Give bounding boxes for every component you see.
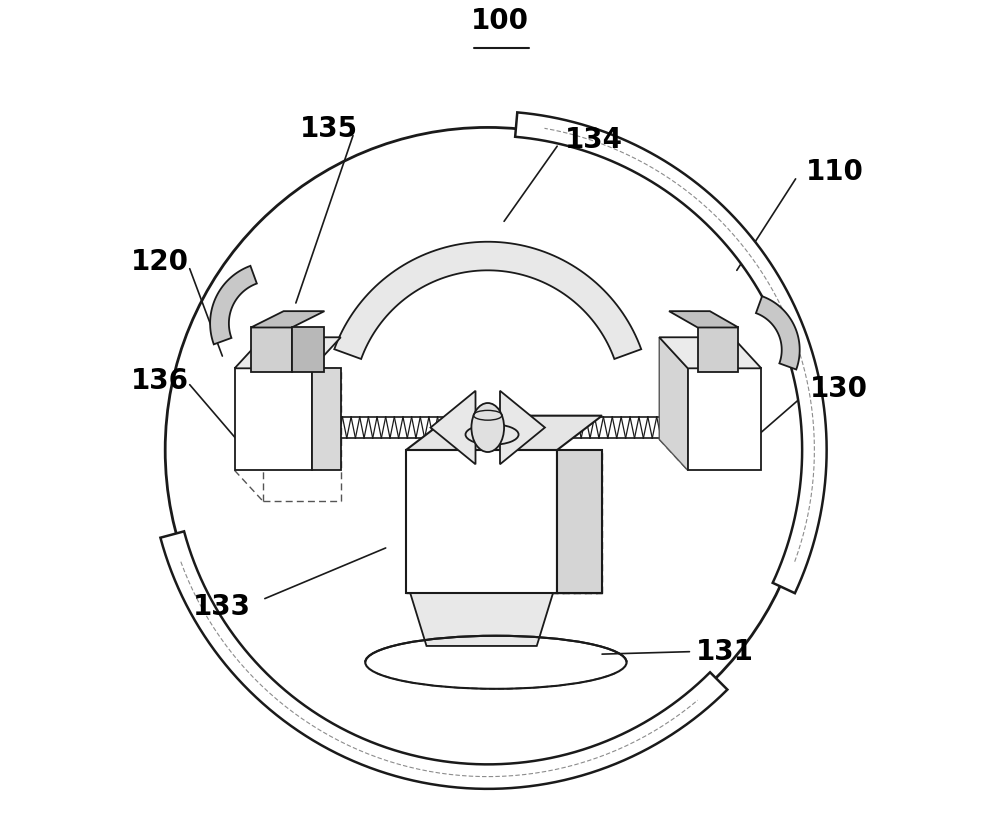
Text: 131: 131	[696, 638, 754, 666]
Polygon shape	[210, 265, 257, 344]
Polygon shape	[756, 296, 800, 370]
Polygon shape	[669, 311, 738, 327]
Polygon shape	[292, 327, 324, 372]
Polygon shape	[688, 368, 761, 471]
Polygon shape	[659, 337, 761, 368]
Polygon shape	[659, 337, 688, 471]
Text: 100: 100	[471, 7, 529, 35]
Text: 136: 136	[131, 366, 189, 394]
Polygon shape	[334, 241, 641, 359]
Polygon shape	[235, 337, 341, 368]
Polygon shape	[557, 450, 602, 593]
Polygon shape	[406, 450, 557, 593]
Polygon shape	[251, 311, 324, 327]
Polygon shape	[235, 368, 312, 471]
Polygon shape	[515, 112, 827, 593]
Text: 135: 135	[299, 115, 358, 143]
Text: 110: 110	[806, 158, 864, 186]
Text: 134: 134	[565, 126, 623, 154]
Polygon shape	[698, 327, 738, 372]
Polygon shape	[312, 368, 341, 471]
Text: 133: 133	[193, 593, 251, 621]
Polygon shape	[160, 531, 727, 789]
Polygon shape	[500, 391, 545, 464]
Polygon shape	[251, 327, 292, 372]
Ellipse shape	[471, 403, 504, 452]
Text: 130: 130	[810, 375, 868, 403]
Text: 120: 120	[131, 248, 189, 276]
Polygon shape	[410, 593, 553, 646]
Polygon shape	[406, 416, 602, 450]
Polygon shape	[431, 391, 476, 464]
